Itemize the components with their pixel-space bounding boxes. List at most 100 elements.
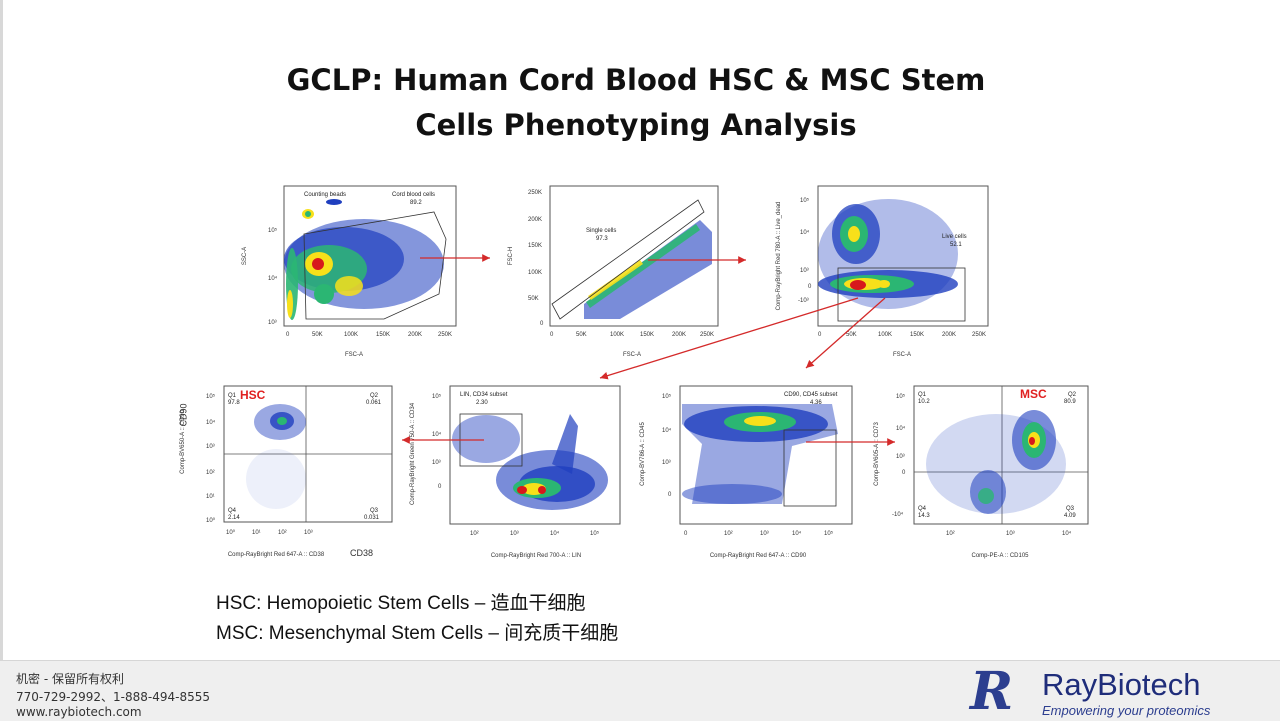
- x-tick: 10²: [724, 531, 733, 537]
- x-axis-tail: CD38: [350, 548, 374, 558]
- density-live: [818, 199, 958, 309]
- x-tick: 10²: [278, 530, 287, 536]
- plot-live-dead: Live cells 52.1 FSC-A Comp-RayBright Red…: [768, 184, 998, 364]
- y-ticks: 250K 200K 150K 100K 50K 0: [528, 190, 544, 327]
- x-tick: 100K: [610, 332, 624, 338]
- y-tick: 0: [668, 492, 672, 498]
- logo-name: RayBiotech: [1042, 667, 1201, 702]
- quadrant-q3: Q3: [1066, 506, 1075, 512]
- y-tick: -10³: [798, 298, 809, 304]
- y-ticks: 10⁵ 10⁴ 10³ 0 -10³: [798, 197, 812, 304]
- density-cloud: [284, 199, 444, 320]
- x-tick: 10³: [760, 531, 769, 537]
- gate-label: Single cells: [586, 228, 616, 234]
- y-tick: 10³: [432, 460, 441, 466]
- x-tick: 0: [550, 332, 554, 338]
- y-axis-label: FSC-H: [508, 247, 514, 265]
- x-axis-label: FSC-A: [623, 352, 641, 358]
- legend-msc: MSC: Mesenchymal Stem Cells – 间充质干细胞: [216, 623, 619, 644]
- y-tick: 10¹: [206, 494, 215, 500]
- y-axis-label: SSC-A: [242, 247, 248, 265]
- x-tick: 10⁴: [550, 530, 560, 537]
- y-ticks: 10⁵ 10⁴ 10³ 10² 10¹ 10⁰: [206, 393, 216, 524]
- y-tick: 100K: [528, 270, 542, 276]
- gate-cd90-cd45: [783, 429, 837, 507]
- gate-label: LIN, CD34 subset: [460, 392, 508, 398]
- title-line-1: GCLP: Human Cord Blood HSC & MSC Stem: [286, 63, 986, 97]
- density-cd45: [682, 404, 838, 504]
- gate-value: 52.1: [950, 242, 962, 248]
- y-tick: 10⁵: [268, 227, 278, 234]
- y-tick: -10⁴: [892, 511, 904, 518]
- quadrant-q2: Q2: [1068, 392, 1077, 398]
- plot-cd90-cd45: CD90, CD45 subset 4.36 Comp-RayBright Re…: [632, 384, 856, 564]
- quadrant-q2: Q2: [370, 393, 379, 399]
- x-tick: 150K: [640, 332, 654, 338]
- slide-title: GCLP: Human Cord Blood HSC & MSC Stem Ce…: [240, 58, 1032, 148]
- gate-label: CD90, CD45 subset: [784, 392, 838, 398]
- y-tick: 10⁵: [896, 393, 906, 400]
- gate-label-cord: Cord blood cells: [392, 192, 435, 198]
- x-tick: 0: [684, 531, 688, 537]
- plot-lin-cd34: LIN, CD34 subset 2.30 Comp-RayBright Red…: [402, 384, 624, 564]
- x-tick: 100K: [878, 332, 892, 338]
- plot-fsc-ssc: Counting beads Cord blood cells 89.2 FSC…: [234, 184, 464, 364]
- x-tick: 10⁵: [590, 530, 600, 537]
- plot-msc-svg: MSC Q1 10.2 Q2 80.9 Q4 14.3 Q3 4.09 Comp…: [874, 385, 1089, 559]
- x-axis-label: Comp-RayBright Red 700-A :: LIN: [491, 553, 581, 559]
- y-tick: 10²: [206, 470, 215, 476]
- y-axis-label: Comp-BV650-A :: CD90: [180, 409, 186, 473]
- x-ticks: 0 50K 100K 150K 200K 250K: [818, 332, 986, 338]
- footer-bar: 机密 - 保留所有权利 770-729-2992、1-888-494-8555 …: [0, 660, 1280, 722]
- x-tick: 10¹: [252, 530, 261, 536]
- footer-website[interactable]: www.raybiotech.com: [16, 705, 142, 719]
- y-tick: 10³: [662, 460, 671, 466]
- footer-confidential: 机密 - 保留所有权利: [16, 672, 124, 686]
- x-axis-label: Comp-PE-A :: CD105: [971, 553, 1029, 559]
- y-axis-label: Comp-RayBright Green 750-A :: CD34: [410, 402, 416, 505]
- y-tick: 10³: [268, 320, 277, 326]
- x-ticks: 0 50K 100K 150K 200K 250K: [286, 332, 452, 338]
- density-hsc: [246, 404, 306, 509]
- y-axis-label: Comp-BV786-A :: CD45: [640, 421, 646, 485]
- y-ticks: 10⁵ 10⁴ 10³: [268, 227, 278, 326]
- quadrant-q1-value: 10.2: [918, 399, 930, 405]
- gate-value-cord: 89.2: [410, 200, 422, 206]
- quadrant-q2-value: 0.061: [366, 400, 382, 406]
- y-ticks: 10⁵ 10⁴ 10³ 0 -10⁴: [892, 393, 906, 518]
- y-tick: 10³: [896, 454, 905, 460]
- plot-singlets-svg: Single cells 97.3 FSC-A FSC-H 0 50K 100K…: [508, 185, 719, 358]
- gate-cord-blood: [303, 211, 447, 320]
- x-tick: 200K: [408, 332, 422, 338]
- quadrant-q1-value: 97.8: [228, 400, 240, 406]
- logo-tagline: Empowering your proteomics: [1042, 703, 1211, 718]
- y-tick: 50K: [528, 296, 539, 302]
- x-tick: 10³: [510, 531, 519, 537]
- quadrant-q2-value: 80.9: [1064, 399, 1076, 405]
- plot-lin-cd34-svg: LIN, CD34 subset 2.30 Comp-RayBright Red…: [410, 385, 621, 559]
- gate-value: 2.30: [476, 400, 488, 406]
- gate-live-cells: [837, 267, 966, 322]
- quadrant-q1: Q1: [918, 392, 927, 398]
- gate-value: 97.3: [596, 236, 608, 242]
- plot-hsc-quadrant: HSC Q1 97.8 Q2 0.061 Q4 2.14 Q3 0.031 Co…: [176, 384, 396, 564]
- x-tick: 50K: [846, 332, 857, 338]
- footer-phones: 770-729-2992、1-888-494-8555: [16, 690, 210, 704]
- x-tick: 0: [286, 332, 290, 338]
- x-tick: 10³: [304, 530, 313, 536]
- x-tick: 200K: [942, 332, 956, 338]
- title-line-2: Cells Phenotyping Analysis: [415, 108, 857, 142]
- plot-hsc-svg: HSC Q1 97.8 Q2 0.061 Q4 2.14 Q3 0.031 Co…: [180, 385, 393, 558]
- hsc-tag: HSC: [240, 388, 266, 402]
- density-lin: [452, 414, 608, 510]
- x-tick: 10²: [470, 531, 479, 537]
- plot-fsc-ssc-svg: Counting beads Cord blood cells 89.2 FSC…: [242, 185, 457, 358]
- y-tick: 10⁴: [268, 275, 278, 282]
- x-tick: 10³: [1006, 531, 1015, 537]
- x-tick: 250K: [438, 332, 452, 338]
- x-ticks: 10² 10³ 10⁴: [946, 530, 1072, 537]
- gate-value: 4.36: [810, 400, 822, 406]
- x-axis-label: Comp-RayBright Red 647-A :: CD90: [710, 553, 807, 559]
- logo-initial: R: [970, 661, 1014, 722]
- x-tick: 200K: [672, 332, 686, 338]
